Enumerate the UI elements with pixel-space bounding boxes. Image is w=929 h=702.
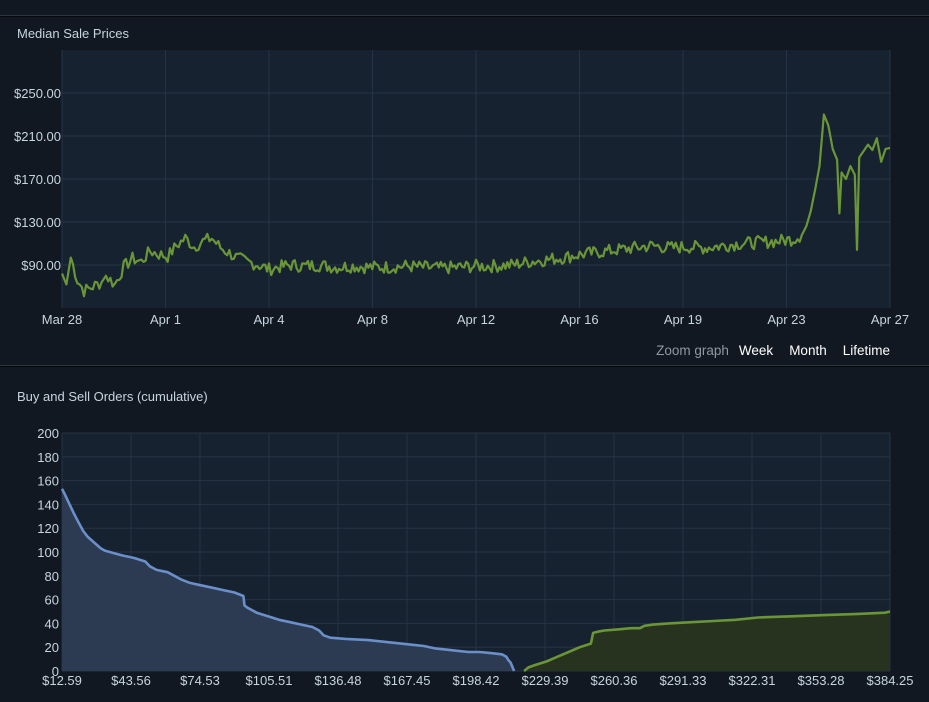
price-x-tick-label: Apr 1 <box>150 312 181 327</box>
orders-y-tick-label: 0 <box>52 664 59 679</box>
orders-y-tick-label: 120 <box>37 521 59 536</box>
price-y-tick-label: $170.00 <box>14 172 61 187</box>
orders-x-tick-label: $105.51 <box>246 673 293 688</box>
orders-x-ticks: $12.59 $43.56 $74.53 $105.51 $136.48 $167.45 $… <box>42 673 913 688</box>
price-x-tick-label: Apr 8 <box>357 312 388 327</box>
orders-y-tick-label: 160 <box>37 474 59 489</box>
orders-x-tick-label: $353.28 <box>798 673 845 688</box>
orders-y-tick-label: 140 <box>37 497 59 512</box>
orders-x-tick-label: $43.56 <box>111 673 151 688</box>
price-x-tick-label: Apr 27 <box>871 312 909 327</box>
orders-chart-title: Buy and Sell Orders (cumulative) <box>17 389 208 404</box>
price-series-line <box>60 113 891 298</box>
orders-x-tick-label: $12.59 <box>42 673 82 688</box>
price-chart-title: Median Sale Prices <box>17 26 129 41</box>
price-y-tick-label: $210.00 <box>14 129 61 144</box>
orders-y-tick-label: 20 <box>45 640 59 655</box>
zoom-lifetime-button[interactable]: Lifetime <box>842 343 890 358</box>
orders-y-tick-label: 60 <box>45 593 59 608</box>
zoom-week-button[interactable]: Week <box>738 343 774 358</box>
orders-x-tick-label: $291.33 <box>659 673 706 688</box>
orders-x-tick-label: $198.42 <box>453 673 500 688</box>
price-x-tick-label: Apr 23 <box>767 312 805 327</box>
buy-orders-area <box>62 488 515 671</box>
orders-x-tick-label: $322.31 <box>729 673 776 688</box>
buy-orders-line <box>60 488 516 672</box>
orders-y-tick-label: 200 <box>37 426 59 441</box>
orders-y-tick-label: 180 <box>37 450 59 465</box>
price-y-tick-label: $250.00 <box>14 86 61 101</box>
orders-y-tick-label: 100 <box>37 545 59 560</box>
zoom-graph-label: Zoom graph <box>656 343 729 358</box>
price-grid <box>61 50 891 308</box>
orders-x-tick-label: $167.45 <box>384 673 431 688</box>
orders-x-tick-label: $229.39 <box>521 673 568 688</box>
orders-x-tick-label: $136.48 <box>315 673 362 688</box>
orders-y-tick-label: 80 <box>45 569 59 584</box>
price-y-ticks: $90.00 $130.00 $170.00 $210.00 $250.00 <box>14 86 61 273</box>
price-x-tick-label: Mar 28 <box>42 312 82 327</box>
sell-orders-area <box>524 611 890 671</box>
orders-x-tick-label: $74.53 <box>180 673 220 688</box>
orders-x-tick-label: $384.25 <box>867 673 914 688</box>
zoom-graph-bar: Zoom graph Week Month Lifetime <box>656 343 891 358</box>
price-x-tick-label: Apr 19 <box>664 312 702 327</box>
section-divider <box>0 365 929 367</box>
price-x-tick-label: Apr 4 <box>253 312 284 327</box>
sell-orders-line <box>523 610 891 673</box>
top-divider <box>0 15 929 17</box>
orders-y-ticks: 0 20 40 60 80 100 120 140 160 180 200 <box>37 426 59 679</box>
price-x-tick-label: Apr 16 <box>560 312 598 327</box>
zoom-month-button[interactable]: Month <box>789 343 827 358</box>
price-x-tick-label: Apr 12 <box>457 312 495 327</box>
price-x-ticks: Mar 28 Apr 1 Apr 4 Apr 8 Apr 12 Apr 16 Apr 19 A… <box>42 312 909 327</box>
orders-y-tick-label: 40 <box>45 616 59 631</box>
orders-x-tick-label: $260.36 <box>590 673 637 688</box>
price-y-tick-label: $90.00 <box>21 258 61 273</box>
price-chart: $90.00 $130.00 $170.00 $210.00 $250.00 Mar 2… <box>14 50 909 327</box>
price-y-tick-label: $130.00 <box>14 215 61 230</box>
